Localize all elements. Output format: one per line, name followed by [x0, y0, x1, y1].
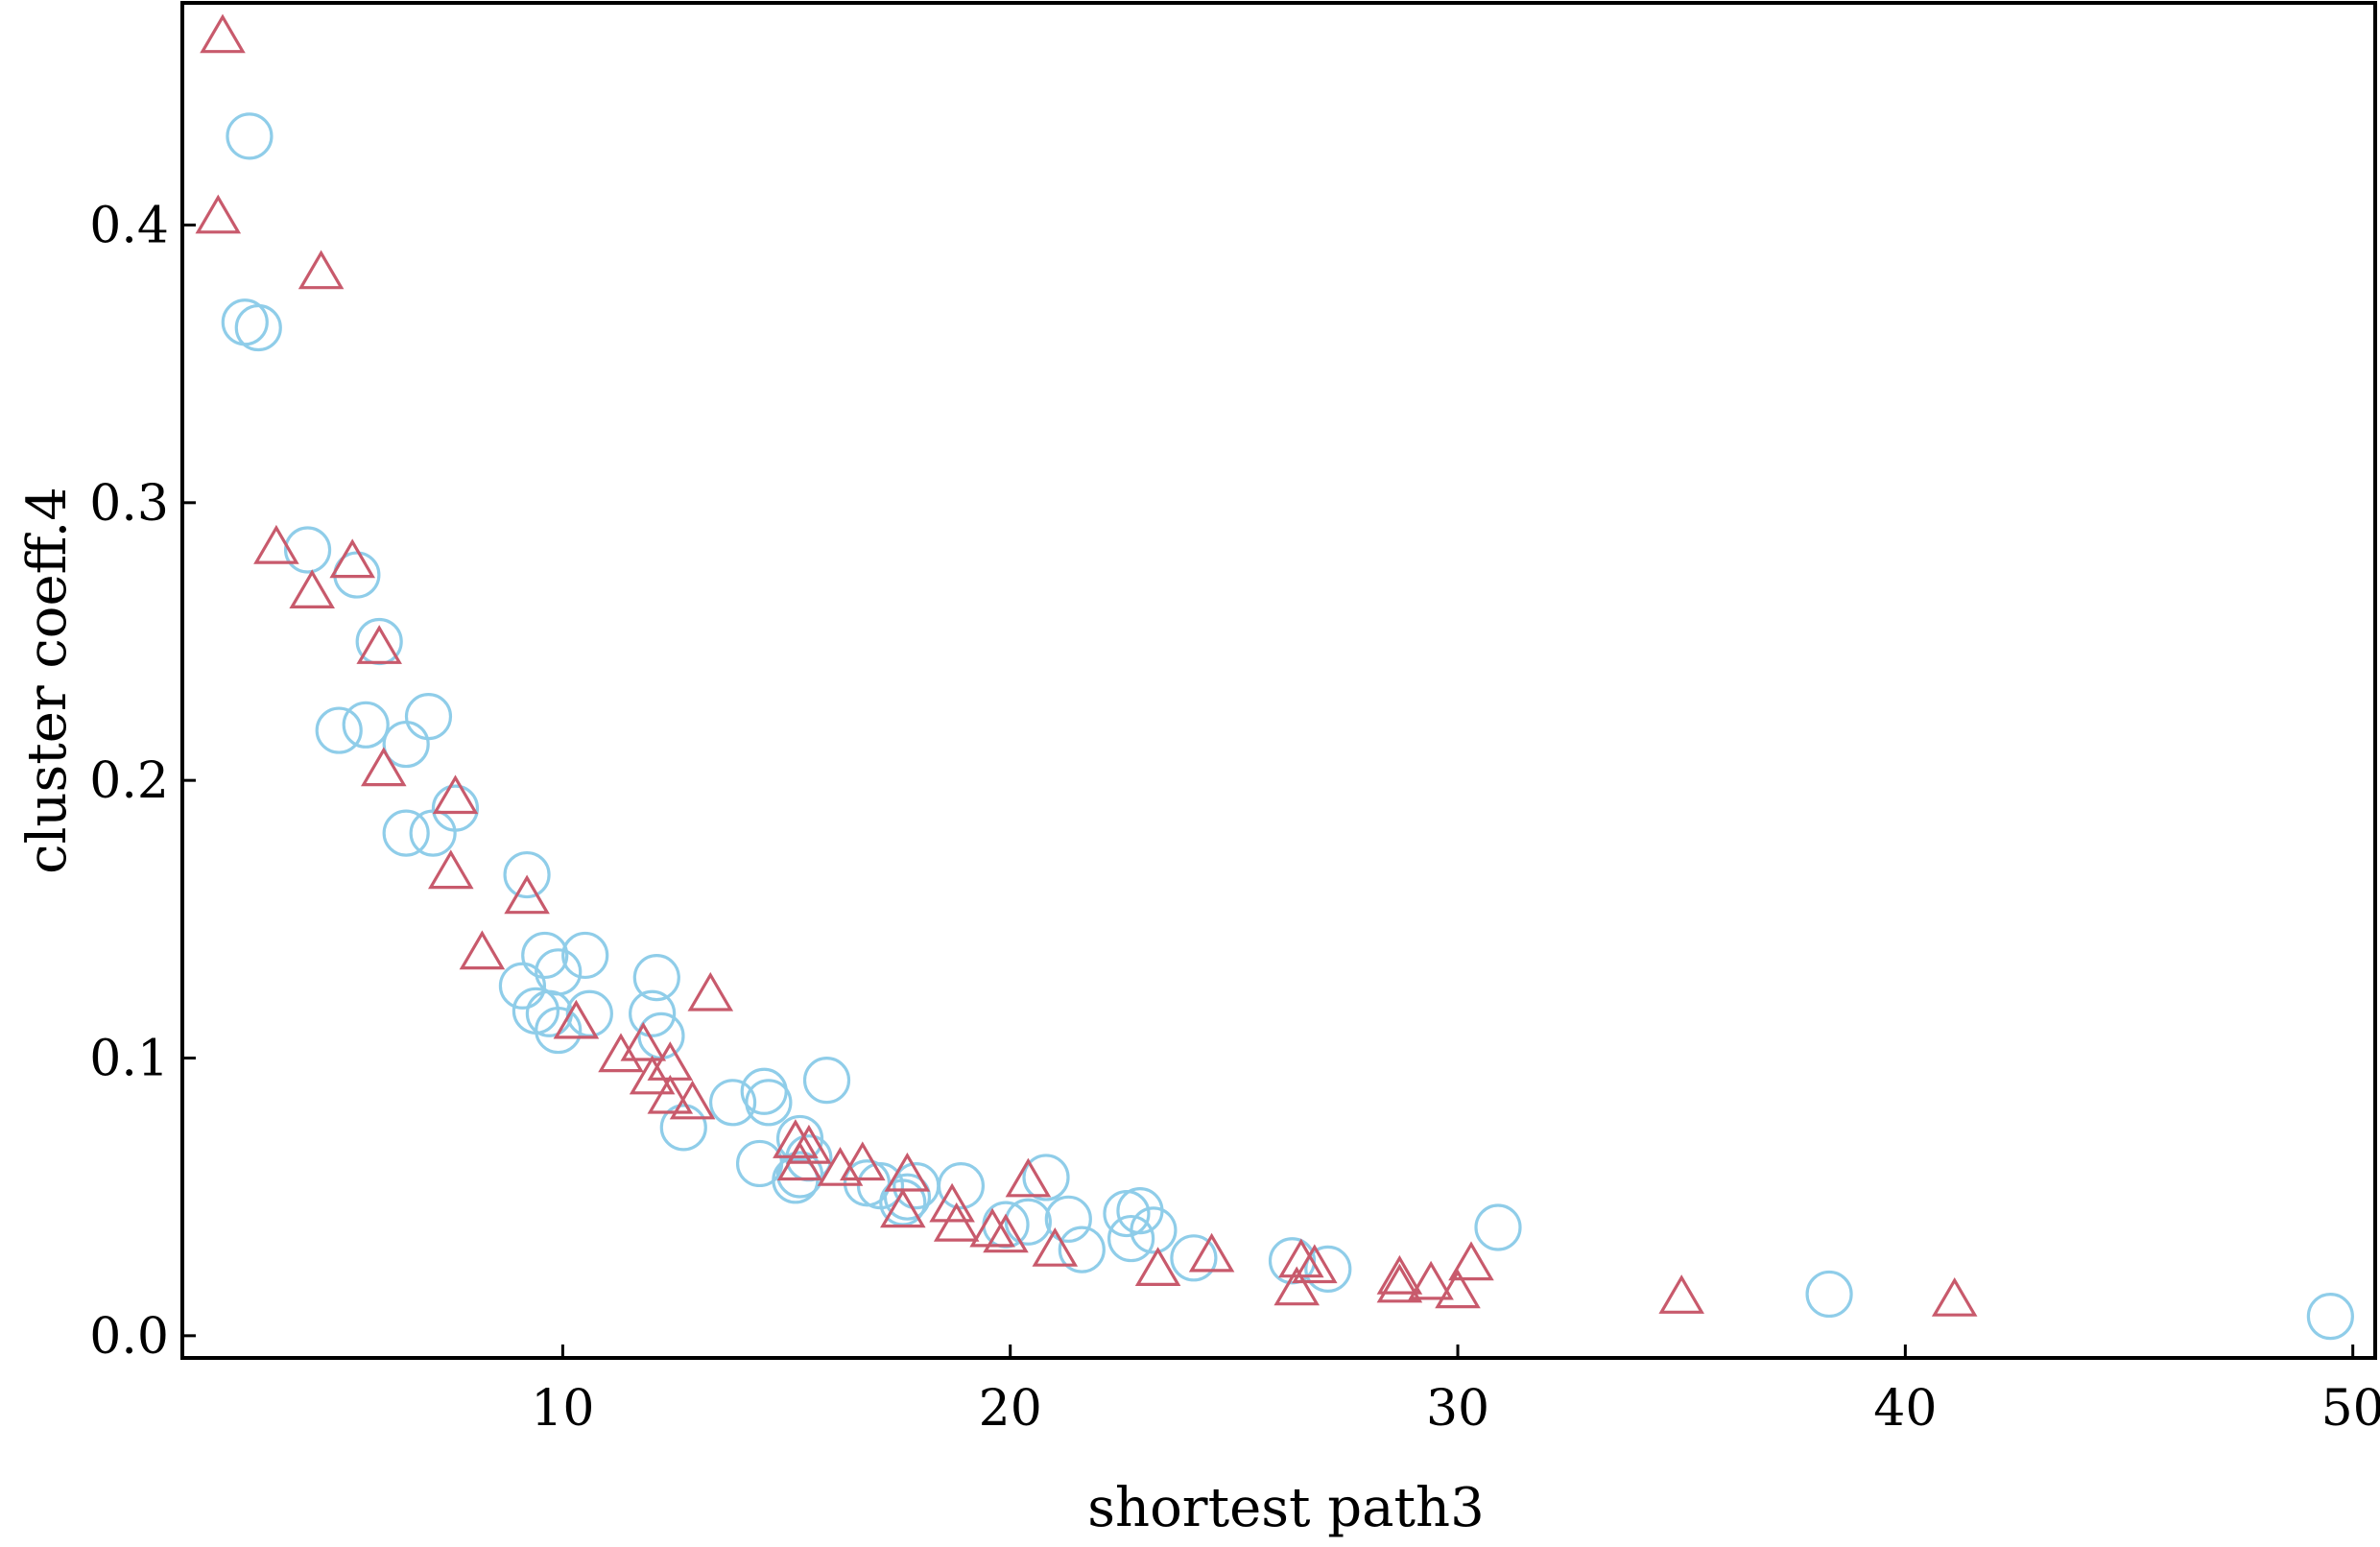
- circle-point: [1058, 1226, 1106, 1273]
- triangle-point: [200, 13, 246, 54]
- y-tick-label: 0.4: [89, 197, 169, 254]
- triangle-point: [933, 1202, 980, 1242]
- circle-point: [802, 1057, 851, 1105]
- triangle-point: [773, 1119, 819, 1158]
- circle-point: [234, 303, 282, 352]
- x-tick-label: 20: [979, 1380, 1042, 1438]
- plot-frame: [180, 1, 2377, 1360]
- circle-point: [1805, 1270, 1853, 1319]
- triangle-point: [1376, 1254, 1423, 1295]
- x-tick-label: 30: [1426, 1380, 1489, 1438]
- triangle-point: [195, 194, 242, 234]
- circle-point: [632, 953, 680, 1002]
- circle-point: [1044, 1195, 1092, 1243]
- y-tick-label: 0.0: [89, 1308, 169, 1366]
- circle-point: [708, 1079, 757, 1127]
- y-tick-label: 0.3: [89, 475, 169, 533]
- triangle-point: [1005, 1157, 1052, 1198]
- triangle-point: [329, 538, 375, 579]
- triangle-point: [1408, 1260, 1454, 1300]
- circle-point: [498, 962, 547, 1010]
- circle-point: [879, 1178, 927, 1226]
- triangle-point: [629, 1055, 676, 1095]
- triangle-point: [687, 971, 734, 1012]
- triangle-point: [361, 747, 407, 787]
- triangle-point: [1273, 1266, 1320, 1306]
- y-axis-label: cluster coeff.4: [16, 487, 79, 874]
- triangle-point: [553, 999, 600, 1039]
- circle-point: [1130, 1206, 1178, 1254]
- triangle-point: [1658, 1274, 1704, 1314]
- triangle-point: [1931, 1277, 1978, 1317]
- triangle-point: [929, 1182, 975, 1223]
- triangle-point: [428, 849, 474, 890]
- circle-point: [565, 989, 613, 1037]
- x-tick-label: 50: [2321, 1380, 2380, 1438]
- triangle-point: [598, 1033, 644, 1073]
- triangle-point: [1448, 1241, 1494, 1281]
- circle-point: [775, 1151, 824, 1199]
- triangle-point: [356, 625, 402, 664]
- triangle-point: [647, 1074, 694, 1114]
- circle-point: [226, 112, 274, 160]
- triangle-point: [253, 524, 299, 564]
- circle-point: [315, 706, 363, 754]
- circle-point: [1304, 1245, 1352, 1294]
- circle-point: [535, 1006, 583, 1055]
- circle-point: [561, 931, 609, 980]
- circle-point: [1107, 1214, 1155, 1263]
- circle-point: [659, 1104, 707, 1152]
- circle-point: [745, 1079, 793, 1127]
- circle-point: [409, 809, 457, 857]
- triangle-point: [776, 1141, 823, 1181]
- triangle-point: [884, 1152, 931, 1192]
- circle-point: [1170, 1234, 1218, 1282]
- triangle-point: [289, 569, 335, 609]
- triangle-point: [669, 1080, 716, 1120]
- circle-point: [883, 1173, 932, 1221]
- triangle-point: [880, 1188, 926, 1228]
- triangle-point: [1134, 1247, 1181, 1287]
- x-tick-label: 10: [531, 1380, 594, 1438]
- triangle-point: [1292, 1244, 1338, 1284]
- x-tick-label: 40: [1873, 1380, 1937, 1438]
- triangle-point: [298, 250, 345, 290]
- y-tick-label: 0.2: [89, 752, 169, 810]
- triangle-point: [620, 1021, 667, 1061]
- circle-point: [629, 989, 677, 1037]
- circle-point: [2306, 1292, 2354, 1341]
- circle-point: [735, 1139, 784, 1188]
- triangle-point: [969, 1207, 1015, 1248]
- axis-ticks: 10 20 30 40 50 0.0 0.1 0.2 0.3 0.4: [89, 197, 2380, 1438]
- triangle-point: [504, 874, 550, 915]
- circle-point: [521, 931, 569, 980]
- circle-point: [503, 850, 551, 899]
- triangle-point: [1032, 1227, 1079, 1267]
- triangle-point: [459, 930, 506, 970]
- triangle-point: [1435, 1269, 1481, 1309]
- circle-point: [342, 701, 390, 749]
- triangle-point: [840, 1141, 886, 1181]
- data-marks: [195, 13, 2354, 1341]
- x-axis-label: shortest path3: [1087, 1477, 1484, 1539]
- circle-point: [1474, 1203, 1522, 1251]
- triangle-point: [432, 774, 479, 815]
- triangle-point: [983, 1213, 1029, 1253]
- circle-point: [404, 693, 453, 741]
- circle-point: [1004, 1198, 1052, 1246]
- circle-point: [1022, 1154, 1070, 1202]
- triangle-point: [1376, 1263, 1423, 1303]
- circle-point: [937, 1162, 986, 1210]
- circle-point: [382, 809, 430, 857]
- triangle-point: [1188, 1232, 1235, 1273]
- circle-point: [431, 784, 480, 832]
- y-tick-label: 0.1: [89, 1031, 169, 1088]
- circle-point: [283, 526, 332, 574]
